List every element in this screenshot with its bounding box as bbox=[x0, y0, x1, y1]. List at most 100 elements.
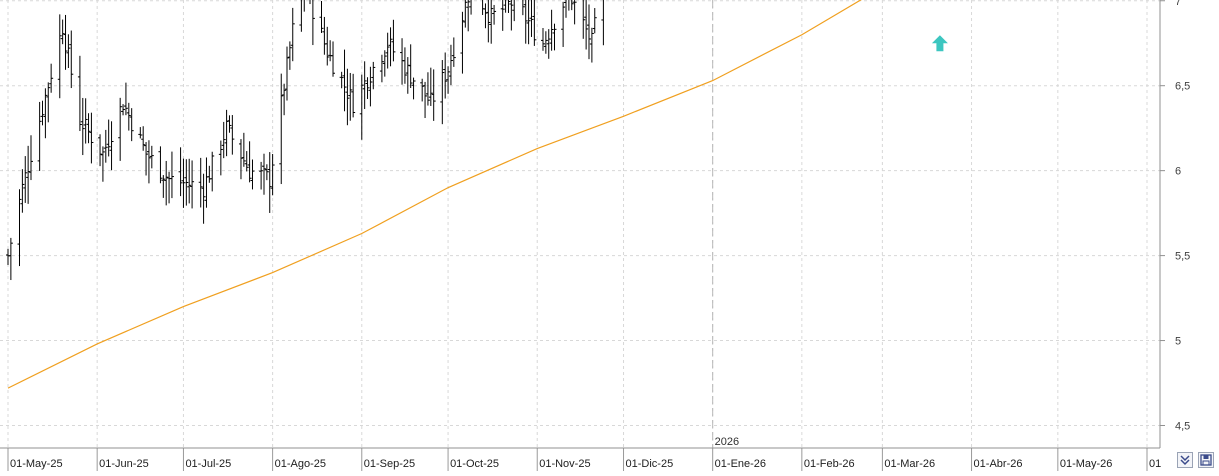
price-bar bbox=[411, 77, 416, 100]
price-bar bbox=[345, 68, 350, 126]
price-bar bbox=[57, 14, 62, 99]
price-bar bbox=[83, 98, 88, 144]
x-tick-label: 01-May-25 bbox=[10, 458, 63, 470]
price-bar bbox=[250, 159, 255, 190]
price-bar bbox=[144, 142, 149, 176]
price-bar bbox=[522, 0, 525, 16]
price-bar bbox=[451, 37, 456, 67]
price-bar bbox=[221, 121, 226, 159]
price-bars-layer bbox=[6, 0, 604, 281]
price-bar bbox=[23, 156, 28, 203]
moving-average-layer bbox=[7, 0, 862, 389]
price-bar bbox=[582, 0, 586, 39]
price-bar bbox=[181, 158, 186, 208]
price-bar bbox=[420, 78, 425, 102]
price-bar bbox=[77, 55, 82, 132]
price-bar bbox=[431, 69, 436, 121]
price-bar bbox=[279, 73, 284, 185]
price-bar bbox=[66, 34, 71, 69]
price-bar bbox=[224, 109, 229, 157]
chevron-double-down-icon[interactable] bbox=[1177, 452, 1193, 468]
price-bar bbox=[60, 19, 65, 45]
price-bar bbox=[339, 71, 344, 89]
price-bar bbox=[402, 47, 407, 84]
y-tick-label: 5 bbox=[1175, 336, 1181, 348]
y-tick-label: 7 bbox=[1175, 0, 1181, 8]
price-bar bbox=[440, 60, 445, 125]
price-bar bbox=[190, 160, 195, 209]
price-bar bbox=[552, 23, 557, 51]
price-bar bbox=[210, 151, 215, 192]
overlay-layer: 7,727,58 bbox=[931, 35, 948, 52]
price-bar bbox=[86, 113, 91, 144]
price-bar bbox=[103, 129, 108, 163]
save-glyph bbox=[1200, 454, 1212, 466]
y-tick-label: 6,5 bbox=[1175, 81, 1190, 93]
price-bar bbox=[138, 127, 143, 139]
x-tick-label: 01-Jun-25 bbox=[99, 458, 149, 470]
price-bar bbox=[568, 0, 570, 11]
x-tick-label: 01-Nov-25 bbox=[539, 458, 590, 470]
x-tick-label: 01-Feb-26 bbox=[804, 458, 855, 470]
price-bar bbox=[218, 140, 223, 176]
price-bar bbox=[500, 0, 505, 31]
price-bar bbox=[89, 112, 94, 164]
y-tick-label: 5,5 bbox=[1175, 251, 1190, 263]
price-bar bbox=[37, 101, 42, 171]
price-bar bbox=[571, 0, 574, 11]
save-icon[interactable] bbox=[1198, 452, 1214, 468]
price-bar bbox=[20, 169, 25, 213]
price-bar bbox=[408, 44, 413, 89]
price-bar bbox=[178, 147, 183, 197]
price-bar bbox=[158, 146, 163, 184]
price-bar bbox=[29, 135, 34, 181]
price-bar bbox=[509, 0, 514, 31]
price-bar bbox=[264, 164, 269, 181]
price-bar bbox=[342, 49, 347, 112]
price-bar bbox=[241, 132, 246, 167]
price-bar bbox=[391, 19, 396, 62]
price-bar bbox=[425, 72, 430, 106]
price-bar bbox=[303, 0, 305, 12]
price-bar bbox=[348, 72, 353, 121]
price-bar bbox=[561, 1, 566, 47]
y-tick-label: 6 bbox=[1175, 166, 1181, 178]
price-bar bbox=[126, 102, 131, 131]
price-bar bbox=[379, 54, 384, 83]
price-bar bbox=[284, 46, 289, 101]
price-bar bbox=[365, 77, 370, 99]
price-bar bbox=[423, 81, 428, 119]
price-bar bbox=[492, 4, 497, 25]
x-tick-label: 01-May-26 bbox=[1060, 458, 1113, 470]
price-bar bbox=[526, 0, 531, 45]
price-bar bbox=[261, 153, 266, 195]
y-tick-label: 4,5 bbox=[1175, 421, 1190, 433]
price-bar bbox=[244, 151, 249, 172]
price-bar bbox=[388, 27, 393, 67]
year-marker-label: 2026 bbox=[715, 436, 739, 448]
price-bar bbox=[290, 7, 295, 62]
up-arrow-icon bbox=[931, 35, 948, 52]
price-bar bbox=[319, 0, 324, 33]
price-bar bbox=[17, 189, 22, 267]
price-bar bbox=[227, 115, 232, 133]
grid-layer bbox=[0, 0, 1160, 448]
price-bar bbox=[309, 0, 311, 5]
price-bar bbox=[428, 67, 433, 106]
price-bar bbox=[549, 9, 554, 51]
x-tick-label: 01-Ene-26 bbox=[715, 458, 766, 470]
price-bar bbox=[443, 52, 448, 99]
price-bar bbox=[187, 158, 192, 204]
price-bar bbox=[483, 3, 488, 29]
price-bar bbox=[149, 145, 154, 169]
price-bar bbox=[512, 0, 515, 22]
price-bar bbox=[287, 41, 292, 70]
price-bar bbox=[100, 146, 105, 182]
price-bar bbox=[129, 108, 134, 142]
price-bar bbox=[26, 145, 31, 204]
price-bar bbox=[587, 4, 592, 60]
axis-layer: 9,598,587,576,565,554,501-May-2501-Jun-2… bbox=[0, 0, 1190, 471]
price-bar bbox=[299, 0, 302, 32]
